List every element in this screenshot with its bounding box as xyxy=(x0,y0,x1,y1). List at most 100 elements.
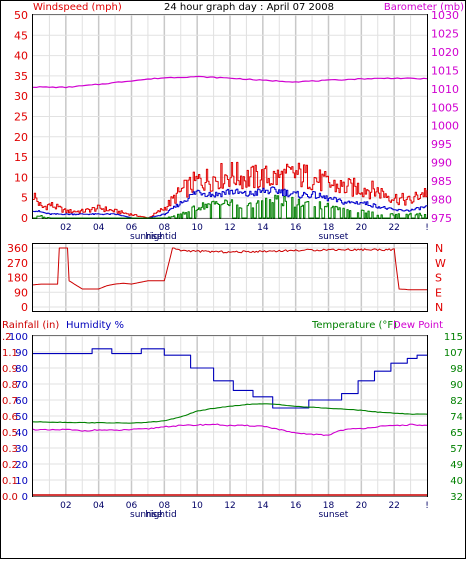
temperature-axis-label: Temperature (°F) xyxy=(311,320,397,331)
windspeed-tick-label: 10 xyxy=(14,171,28,184)
compass-tick-label: N xyxy=(435,301,443,314)
windspeed-tick-label: 5 xyxy=(21,192,28,205)
hour-tick-label: 04 xyxy=(93,501,105,511)
humidity-tick-label: 100 xyxy=(9,332,28,343)
hour-tick-label: 22 xyxy=(388,223,399,233)
temperature-tick-label: 90 xyxy=(450,380,463,391)
humidity-temperature-panel: .21.10.90.80.70.60.50.30.20.10.010090807… xyxy=(2,332,463,503)
hour-tick-label: 16 xyxy=(290,223,302,233)
direction-tick-label: 270 xyxy=(7,257,28,270)
temperature-tick-label: 57 xyxy=(450,444,463,455)
rainfall-tick-label: 0.2 xyxy=(2,460,18,471)
wind-barometer-panel: 5045403530252015105010301025102010151010… xyxy=(14,9,459,225)
barometer-tick-label: 1015 xyxy=(431,64,459,77)
windspeed-tick-label: 0 xyxy=(21,212,28,225)
hour-tick-label: 14 xyxy=(257,223,269,233)
windspeed-tick-label: 40 xyxy=(14,50,28,63)
windspeed-tick-label: 15 xyxy=(14,151,28,164)
hour-tick-label: 18 xyxy=(323,223,335,233)
humidity-tick-label: 90 xyxy=(15,348,28,359)
hour-tick-label: 16 xyxy=(290,501,302,511)
hour-tick-label: 14 xyxy=(257,501,269,511)
rainfall-tick-label: 0.7 xyxy=(2,396,18,407)
hour-tick-label: 12 xyxy=(224,501,235,511)
barometer-tick-label: 1030 xyxy=(431,9,459,22)
temperature-tick-label: 82 xyxy=(450,396,463,407)
barometer-tick-label: 975 xyxy=(431,212,452,225)
direction-tick-label: 180 xyxy=(7,272,28,285)
hour-tick-label: 20 xyxy=(356,501,368,511)
windspeed-tick-label: 50 xyxy=(14,9,28,22)
hour-tick-label: 10 xyxy=(191,501,203,511)
humidity-tick-label: 80 xyxy=(15,364,28,375)
humidity-tick-label: 10 xyxy=(15,476,28,487)
series-line-dew-point xyxy=(32,423,428,436)
humidity-tick-label: 30 xyxy=(15,444,28,455)
series-line-wind-direction xyxy=(32,247,427,291)
hour-tick-label: 12 xyxy=(224,223,235,233)
barometer-tick-label: 995 xyxy=(431,138,452,151)
compass-tick-label: E xyxy=(435,286,442,299)
barometer-tick-label: 990 xyxy=(431,157,452,170)
windspeed-tick-label: 45 xyxy=(14,29,28,42)
hour-tick-label: ! xyxy=(425,501,429,511)
hour-tick-label: ! xyxy=(425,223,429,233)
direction-tick-label: 0 xyxy=(21,301,28,314)
windspeed-tick-label: 25 xyxy=(14,111,28,124)
barometer-tick-label: 985 xyxy=(431,175,452,188)
temperature-tick-label: 115 xyxy=(444,332,463,343)
hightide-marker: hightid xyxy=(145,232,176,242)
series-line-average xyxy=(33,186,428,219)
rainfall-tick-label: .2 xyxy=(2,332,12,343)
rainfall-tick-label: 0.9 xyxy=(2,364,18,375)
hour-tick-label: 10 xyxy=(191,223,203,233)
rainfall-tick-label: 0.8 xyxy=(2,380,18,391)
sunrise-marker: sunrise xyxy=(130,232,163,242)
humidity-axis-label: Humidity % xyxy=(66,320,124,331)
hour-tick-label: 22 xyxy=(388,501,399,511)
dewpoint-axis-label: Dew Point xyxy=(393,320,443,331)
series-line-humidity xyxy=(33,348,427,409)
hour-tick-label: 08 xyxy=(159,501,171,511)
rainfall-tick-label: 0.3 xyxy=(2,444,18,455)
rainfall-tick-label: 0.0 xyxy=(2,492,18,503)
humidity-tick-label: 0 xyxy=(22,492,28,503)
hour-tick-label: 18 xyxy=(323,501,335,511)
direction-tick-label: 90 xyxy=(14,286,28,299)
sunset-marker: sunset xyxy=(318,510,348,520)
temperature-tick-label: 65 xyxy=(450,428,463,439)
barometer-tick-label: 1005 xyxy=(431,101,459,114)
humidity-tick-label: 50 xyxy=(15,412,28,423)
hightide-marker: hightid xyxy=(145,510,176,520)
series-line-barometer xyxy=(32,75,428,89)
temperature-tick-label: 98 xyxy=(450,364,463,375)
sunset-marker: sunset xyxy=(318,232,348,242)
windspeed-axis-label: Windspeed (mph) xyxy=(33,2,122,13)
temperature-tick-label: 32 xyxy=(450,492,463,503)
barometer-tick-label: 1000 xyxy=(431,120,459,133)
hour-tick-label: 20 xyxy=(356,223,368,233)
barometer-tick-label: 1025 xyxy=(431,27,459,40)
compass-tick-label: W xyxy=(435,257,446,270)
windspeed-tick-label: 20 xyxy=(14,131,28,144)
temperature-tick-label: 107 xyxy=(444,348,463,359)
hour-tick-label: 06 xyxy=(126,501,138,511)
hour-tick-label: 04 xyxy=(93,223,105,233)
compass-tick-label: S xyxy=(435,272,442,285)
rainfall-tick-label: 0.5 xyxy=(2,428,18,439)
sunrise-marker: sunrise xyxy=(130,510,163,520)
barometer-tick-label: 1010 xyxy=(431,83,459,96)
windspeed-tick-label: 35 xyxy=(14,70,28,83)
hour-tick-label: 02 xyxy=(60,223,71,233)
barometer-axis-label: Barometer (mb) xyxy=(384,2,464,13)
humidity-tick-label: 60 xyxy=(15,396,28,407)
hour-tick-label: 08 xyxy=(159,223,171,233)
rainfall-tick-label: 1.1 xyxy=(2,348,18,359)
rainfall-tick-label: 0.1 xyxy=(2,476,18,487)
barometer-tick-label: 980 xyxy=(431,194,452,207)
